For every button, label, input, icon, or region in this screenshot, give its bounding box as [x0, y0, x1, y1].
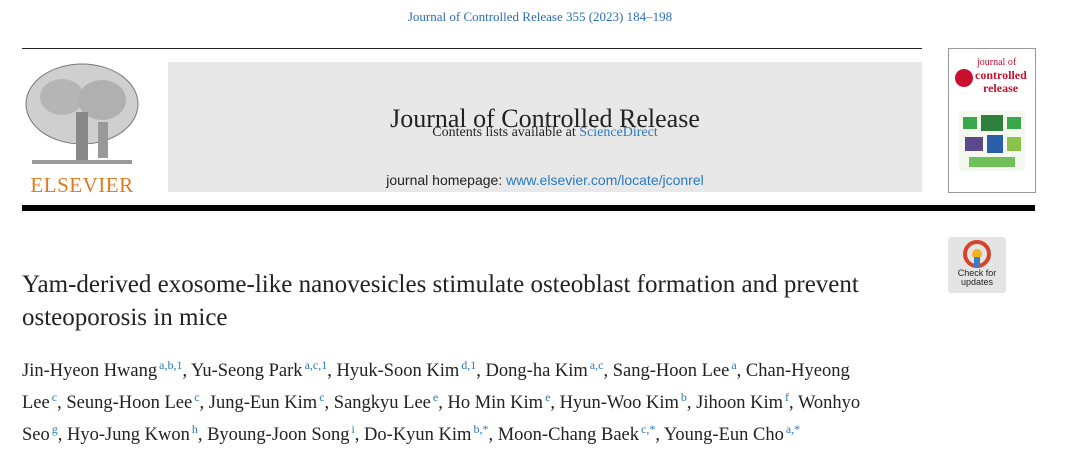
author-name: Young-Eun Cho	[663, 424, 784, 445]
homepage-link[interactable]: www.elsevier.com/locate/jconrel	[506, 172, 704, 188]
author: Byoung-Joon Song i	[207, 421, 364, 445]
citation[interactable]: Journal of Controlled Release 355 (2023)…	[407, 9, 673, 24]
author-name: Hyo-Jung Kwon	[67, 424, 190, 445]
journal-banner: Contents lists available at ScienceDirec…	[168, 62, 922, 192]
affiliation[interactable]: h	[191, 421, 198, 436]
author-name: Moon-Chang Baek	[497, 424, 640, 445]
cover-line: release	[983, 81, 1019, 95]
author-name: Yu-Seong Park	[191, 361, 303, 382]
author: Sangkyu Lee e	[333, 389, 448, 413]
author-name: Wonhyo Seo	[22, 392, 861, 445]
author-name: Do-Kyun Kim	[364, 424, 472, 445]
affiliation[interactable]: a,b,1	[159, 358, 183, 372]
author: Jung-Eun Kim c	[208, 389, 334, 413]
author-name: Chan-Hyeong Lee	[22, 361, 850, 413]
sciencedirect-link[interactable]: ScienceDirect	[579, 125, 658, 140]
author: Sang-Hoon Lee a	[612, 358, 746, 382]
cover-line: controlled	[975, 68, 1027, 82]
affiliation[interactable]: c,*	[641, 421, 656, 436]
affiliation[interactable]: e	[545, 389, 551, 404]
rule-thick	[22, 205, 1035, 211]
affiliation[interactable]: b,*	[473, 421, 489, 436]
contents-line: Contents lists available at ScienceDirec…	[168, 125, 922, 141]
journal-title: Journal of Controlled Release	[390, 104, 700, 133]
author: Moon-Chang Baek c,*	[497, 421, 664, 445]
cover-logo	[955, 69, 973, 87]
cover-line: journal of	[977, 57, 1017, 68]
journal-cover[interactable]: journal of controlled release	[948, 48, 1036, 193]
publisher: ELSEVIER	[30, 173, 134, 197]
author-name: Seung-Hoon Lee	[66, 392, 193, 413]
contents-prefix: Contents lists available at	[432, 125, 576, 140]
author-name: Hyuk-Soon Kim	[336, 361, 460, 382]
author-name: Sangkyu Lee	[333, 392, 431, 413]
check-line: Check for	[957, 268, 997, 278]
affiliation[interactable]: a	[731, 358, 737, 372]
affiliation[interactable]: a,*	[785, 421, 801, 436]
affiliation[interactable]: b	[680, 389, 687, 404]
author-name: Jihoon Kim	[696, 392, 784, 413]
affiliation[interactable]: f	[785, 389, 790, 404]
check-for-updates[interactable]: Check for updates	[948, 237, 1006, 293]
affiliation[interactable]: c	[51, 389, 58, 404]
homepage-prefix: journal homepage:	[386, 172, 503, 188]
author: Yu-Seong Park a,c,1	[191, 358, 336, 382]
author: Dong-ha Kim a,c	[485, 358, 613, 382]
homepage-line: journal homepage: www.elsevier.com/locat…	[168, 172, 922, 188]
affiliation[interactable]: c	[194, 389, 200, 404]
author-name: Byoung-Joon Song	[207, 424, 350, 445]
cover-image	[959, 111, 1025, 171]
check-icon	[963, 240, 991, 268]
author: Young-Eun Cho a,*	[663, 421, 801, 445]
author-name: Ho Min Kim	[447, 392, 544, 413]
affiliation[interactable]: a,c	[589, 358, 604, 372]
affiliation[interactable]: i	[351, 421, 355, 436]
elsevier-tree	[25, 63, 139, 164]
article-title: Yam-derived exosome-like nanovesicles st…	[22, 271, 859, 331]
author-name: Dong-ha Kim	[485, 361, 588, 382]
author: Jihoon Kim f	[696, 389, 798, 413]
author: Hyo-Jung Kwon h	[67, 421, 207, 445]
author: Hyuk-Soon Kim d,1	[336, 358, 485, 382]
affiliation[interactable]: e	[432, 389, 439, 404]
author: Ho Min Kim e	[447, 389, 559, 413]
author: Seung-Hoon Lee c	[66, 389, 208, 413]
author-name: Jin-Hyeon Hwang	[22, 361, 158, 382]
author-name: Sang-Hoon Lee	[612, 361, 730, 382]
affiliation[interactable]: c	[319, 389, 325, 404]
check-line: updates	[960, 277, 994, 287]
rule	[22, 48, 922, 49]
author: Do-Kyun Kim b,*	[364, 421, 498, 445]
affiliation[interactable]: d,1	[461, 358, 477, 372]
author-name: Jung-Eun Kim	[208, 392, 318, 413]
author-name: Hyun-Woo Kim	[559, 392, 679, 413]
author: Hyun-Woo Kim b	[559, 389, 697, 413]
author: Jin-Hyeon Hwang a,b,1	[22, 358, 191, 382]
affiliation[interactable]: a,c,1	[304, 358, 328, 372]
affiliation[interactable]: g	[51, 421, 58, 436]
